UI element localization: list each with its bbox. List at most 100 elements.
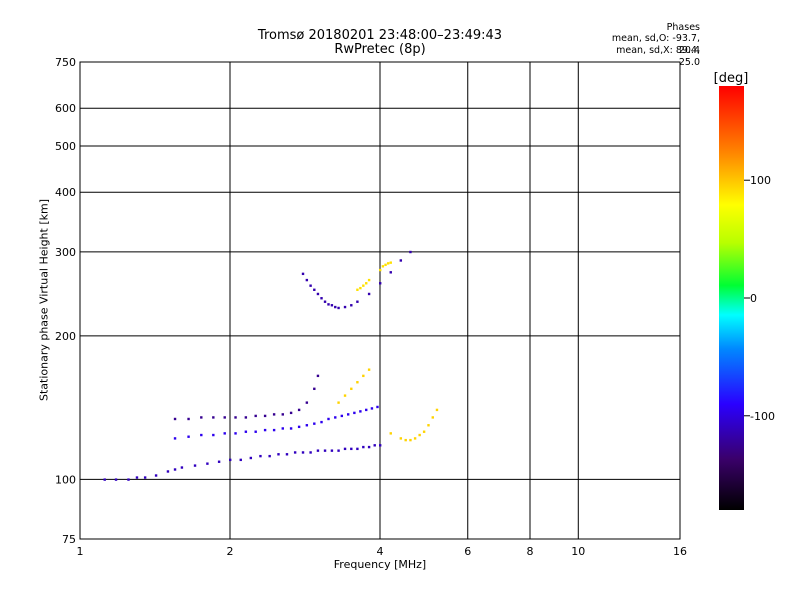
data-point [229, 458, 232, 462]
y-tick-label-100: 100 [55, 473, 76, 486]
data-point [223, 432, 226, 435]
x-tick-label-8: 8 [527, 545, 534, 558]
data-point [297, 408, 301, 412]
data-point [389, 271, 392, 274]
data-point [379, 444, 382, 447]
data-point [327, 417, 330, 421]
data-point [289, 411, 293, 415]
plot-frame [79, 61, 681, 540]
y-tick-label-300: 300 [55, 246, 76, 259]
data-point [309, 451, 312, 454]
y-tick-label-750: 750 [55, 56, 76, 69]
data-point [350, 447, 353, 451]
data-point [343, 447, 347, 451]
data-point [353, 411, 356, 415]
colorbar-gradient [719, 86, 744, 510]
data-point [103, 478, 106, 481]
x-tick-label-6: 6 [464, 545, 471, 558]
data-point [323, 449, 327, 452]
data-point [212, 433, 215, 437]
data-point [356, 381, 359, 384]
x-tick-label-1: 1 [77, 545, 84, 558]
data-point [330, 304, 334, 307]
data-point [362, 374, 365, 378]
data-point [418, 433, 421, 437]
data-point [217, 460, 221, 463]
scatter-points [103, 250, 439, 481]
y-tick-label-400: 400 [55, 186, 76, 199]
data-point [422, 430, 426, 433]
data-point [212, 416, 215, 419]
data-point [244, 430, 248, 433]
colorbar-label: [deg] [714, 71, 749, 86]
data-point [234, 416, 237, 419]
data-point [386, 262, 390, 265]
data-point [359, 286, 362, 290]
data-point [435, 408, 439, 412]
data-point [427, 424, 430, 427]
data-point [239, 458, 242, 462]
data-point [384, 263, 387, 267]
data-point [313, 288, 316, 291]
data-point [309, 284, 312, 287]
y-tick-label-600: 600 [55, 102, 76, 115]
data-point [305, 424, 309, 427]
data-point [187, 435, 190, 438]
x-tick-label-4: 4 [377, 545, 384, 558]
data-point [362, 284, 365, 287]
data-point [346, 413, 350, 416]
data-point [362, 445, 365, 449]
data-point [272, 428, 276, 432]
data-point [249, 456, 253, 460]
data-point [320, 420, 323, 424]
data-point [281, 427, 284, 430]
data-point [316, 449, 320, 452]
data-point [389, 432, 392, 435]
y-tick-label-200: 200 [55, 330, 76, 343]
data-point [277, 453, 280, 456]
data-point [114, 478, 118, 481]
data-point [367, 278, 371, 282]
chart-subtitle: RwPretec (8p) [334, 42, 426, 57]
data-point [313, 387, 316, 391]
data-point [327, 303, 330, 306]
data-point [289, 427, 293, 430]
data-point [365, 282, 368, 285]
data-point [316, 374, 320, 378]
data-point [399, 259, 403, 262]
stats-x-mode: mean, sd,X: 89.4, 25.0 [616, 45, 700, 68]
data-point [254, 430, 257, 433]
data-point [409, 250, 412, 254]
data-point [376, 405, 379, 409]
data-point [334, 416, 337, 419]
data-point [297, 425, 301, 429]
data-point [272, 413, 276, 416]
data-point [193, 464, 197, 467]
data-point [389, 261, 392, 264]
data-point [305, 401, 309, 404]
x-tick-label-2: 2 [227, 545, 234, 558]
data-point [337, 401, 340, 404]
data-point [323, 300, 327, 303]
data-point [320, 297, 323, 300]
data-point [370, 407, 374, 410]
chart-title: Tromsø 20180201 23:48:00–23:49:43 [257, 28, 503, 43]
data-point [379, 268, 382, 272]
data-point [356, 447, 359, 451]
data-point [350, 304, 353, 307]
stats-heading: Phases [666, 22, 700, 33]
data-point [367, 445, 371, 449]
data-point [343, 305, 347, 309]
data-point [200, 416, 203, 419]
data-point [154, 474, 158, 477]
data-point [173, 437, 177, 440]
data-point [399, 437, 403, 440]
x-tick-label-16: 16 [673, 545, 687, 558]
data-point [173, 468, 177, 471]
data-point [301, 272, 305, 276]
data-point [350, 387, 353, 391]
data-point [365, 408, 368, 412]
data-point [244, 416, 248, 419]
data-point [431, 416, 434, 419]
